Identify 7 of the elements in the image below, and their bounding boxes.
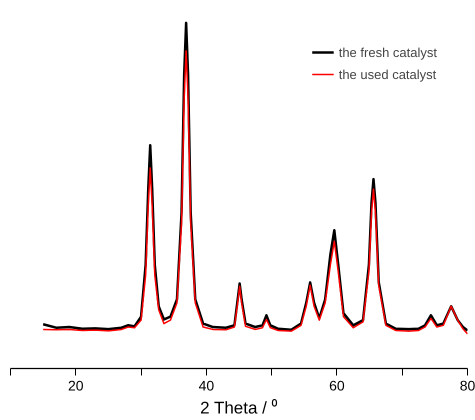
- x-tick-label: 40: [198, 378, 214, 394]
- legend-label: the used catalyst: [338, 66, 436, 82]
- x-tick-label: 80: [460, 378, 475, 394]
- x-tick-label: 60: [329, 378, 345, 394]
- x-axis-title: 2 Theta / ⁰: [200, 398, 278, 418]
- legend-label: the fresh catalyst: [338, 44, 437, 60]
- x-tick-label: 20: [68, 378, 84, 394]
